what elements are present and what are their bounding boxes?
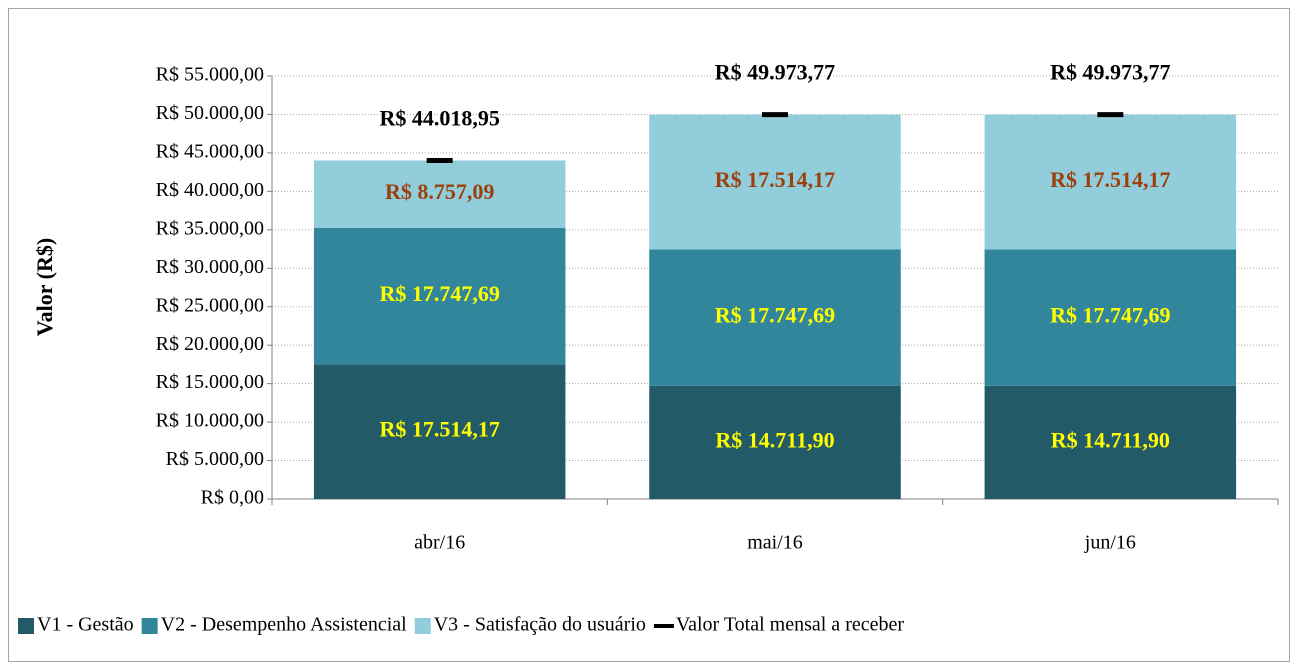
bar-label: R$ 17.514,17 bbox=[1050, 167, 1170, 192]
bar-segment bbox=[649, 385, 901, 499]
y-tick-label: R$ 50.000,00 bbox=[156, 102, 264, 124]
x-tick-label: abr/16 bbox=[414, 532, 465, 554]
y-tick-label: R$ 35.000,00 bbox=[156, 217, 264, 239]
y-tick-label: R$ 45.000,00 bbox=[156, 141, 264, 163]
bar-label: R$ 17.747,69 bbox=[379, 281, 499, 306]
y-tick-label: R$ 15.000,00 bbox=[156, 371, 264, 393]
y-tick-label: R$ 20.000,00 bbox=[156, 333, 264, 355]
bar-segment bbox=[313, 160, 566, 228]
legend-label: V3 - Satisfação do usuário bbox=[434, 614, 646, 636]
legend-label: V2 - Desempenho Assistencial bbox=[161, 614, 408, 636]
bar-segment bbox=[984, 385, 1237, 499]
bar-segment bbox=[984, 114, 1237, 250]
y-tick-label: R$ 0,00 bbox=[201, 487, 264, 509]
y-tick-label: R$ 25.000,00 bbox=[156, 294, 264, 316]
bar-segment bbox=[313, 227, 566, 365]
bar-label: R$ 17.747,69 bbox=[715, 303, 835, 328]
bar-label: R$ 17.514,17 bbox=[715, 167, 835, 192]
total-label: R$ 49.973,77 bbox=[1050, 60, 1170, 85]
total-label: R$ 44.018,95 bbox=[379, 106, 499, 131]
y-tick-label: R$ 40.000,00 bbox=[156, 179, 264, 201]
x-tick-label: jun/16 bbox=[1084, 532, 1136, 554]
bar-segment bbox=[649, 114, 901, 250]
y-tick-label: R$ 5.000,00 bbox=[166, 448, 264, 470]
bar-label: R$ 8.757,09 bbox=[385, 179, 494, 204]
legend-swatch bbox=[141, 618, 158, 634]
x-tick-label: mai/16 bbox=[747, 532, 803, 554]
bar-segment bbox=[649, 249, 901, 386]
y-tick-label: R$ 55.000,00 bbox=[156, 64, 264, 86]
legend-swatch bbox=[18, 618, 34, 634]
bar-segment bbox=[984, 249, 1237, 386]
bar-label: R$ 14.711,90 bbox=[715, 427, 834, 452]
y-axis-title: Valor (R$) bbox=[32, 238, 57, 336]
legend-swatch bbox=[414, 618, 431, 634]
total-label: R$ 49.973,77 bbox=[715, 60, 835, 85]
y-tick-label: R$ 10.000,00 bbox=[156, 410, 264, 432]
bar-label: R$ 17.514,17 bbox=[379, 417, 499, 442]
bar-segment bbox=[313, 364, 566, 499]
legend-label: Valor Total mensal a receber bbox=[676, 614, 904, 636]
bar-label: R$ 14.711,90 bbox=[1051, 427, 1170, 452]
y-tick-label: R$ 30.000,00 bbox=[156, 256, 264, 278]
legend-label: V1 - Gestão bbox=[37, 614, 134, 636]
bar-label: R$ 17.747,69 bbox=[1050, 303, 1170, 328]
